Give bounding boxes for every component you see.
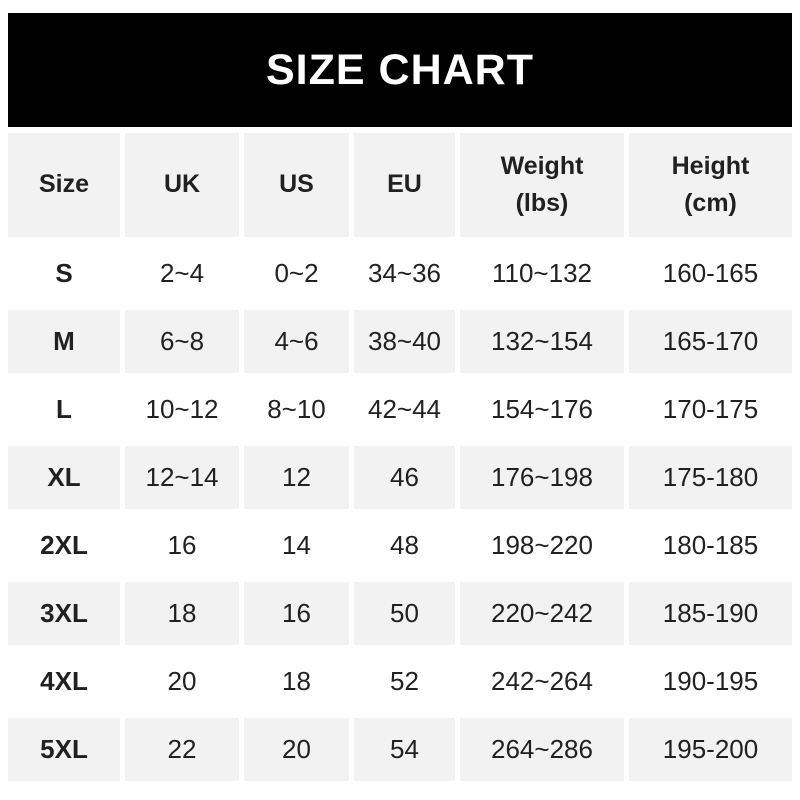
data-cell: 18 xyxy=(125,582,239,645)
size-chart-table: Size UK US EU Weight (lbs) Height (cm) S 2~4 0~2… xyxy=(8,133,792,781)
size-cell: L xyxy=(8,378,120,441)
data-cell: 34~36 xyxy=(354,242,455,305)
data-cell: 0~2 xyxy=(244,242,349,305)
data-cell: 165-170 xyxy=(629,310,792,373)
data-cell: 14 xyxy=(244,514,349,577)
data-cell: 220~242 xyxy=(460,582,624,645)
data-cell: 170-175 xyxy=(629,378,792,441)
column-header-weight-lbs-: Weight (lbs) xyxy=(460,133,624,237)
data-cell: 48 xyxy=(354,514,455,577)
data-cell: 198~220 xyxy=(460,514,624,577)
data-cell: 22 xyxy=(125,718,239,781)
data-cell: 154~176 xyxy=(460,378,624,441)
title-banner: SIZE CHART xyxy=(8,13,792,127)
data-cell: 52 xyxy=(354,650,455,713)
data-cell: 185-190 xyxy=(629,582,792,645)
data-cell: 20 xyxy=(125,650,239,713)
data-cell: 18 xyxy=(244,650,349,713)
data-cell: 160-165 xyxy=(629,242,792,305)
data-cell: 6~8 xyxy=(125,310,239,373)
data-cell: 242~264 xyxy=(460,650,624,713)
column-header-height-cm-: Height (cm) xyxy=(629,133,792,237)
data-cell: 16 xyxy=(125,514,239,577)
size-cell: M xyxy=(8,310,120,373)
data-cell: 175-180 xyxy=(629,446,792,509)
data-cell: 132~154 xyxy=(460,310,624,373)
data-cell: 190-195 xyxy=(629,650,792,713)
data-cell: 195-200 xyxy=(629,718,792,781)
data-cell: 42~44 xyxy=(354,378,455,441)
data-cell: 54 xyxy=(354,718,455,781)
data-cell: 38~40 xyxy=(354,310,455,373)
page-title: SIZE CHART xyxy=(266,45,534,94)
data-cell: 16 xyxy=(244,582,349,645)
size-cell: 3XL xyxy=(8,582,120,645)
data-cell: 176~198 xyxy=(460,446,624,509)
column-header-uk: UK xyxy=(125,133,239,237)
data-cell: 8~10 xyxy=(244,378,349,441)
size-cell: 2XL xyxy=(8,514,120,577)
size-cell: 5XL xyxy=(8,718,120,781)
data-cell: 180-185 xyxy=(629,514,792,577)
data-cell: 12~14 xyxy=(125,446,239,509)
size-cell: XL xyxy=(8,446,120,509)
column-header-size: Size xyxy=(8,133,120,237)
data-cell: 12 xyxy=(244,446,349,509)
data-cell: 50 xyxy=(354,582,455,645)
column-header-us: US xyxy=(244,133,349,237)
size-cell: 4XL xyxy=(8,650,120,713)
data-cell: 110~132 xyxy=(460,242,624,305)
data-cell: 46 xyxy=(354,446,455,509)
data-cell: 264~286 xyxy=(460,718,624,781)
data-cell: 2~4 xyxy=(125,242,239,305)
column-header-eu: EU xyxy=(354,133,455,237)
data-cell: 20 xyxy=(244,718,349,781)
data-cell: 4~6 xyxy=(244,310,349,373)
data-cell: 10~12 xyxy=(125,378,239,441)
size-cell: S xyxy=(8,242,120,305)
